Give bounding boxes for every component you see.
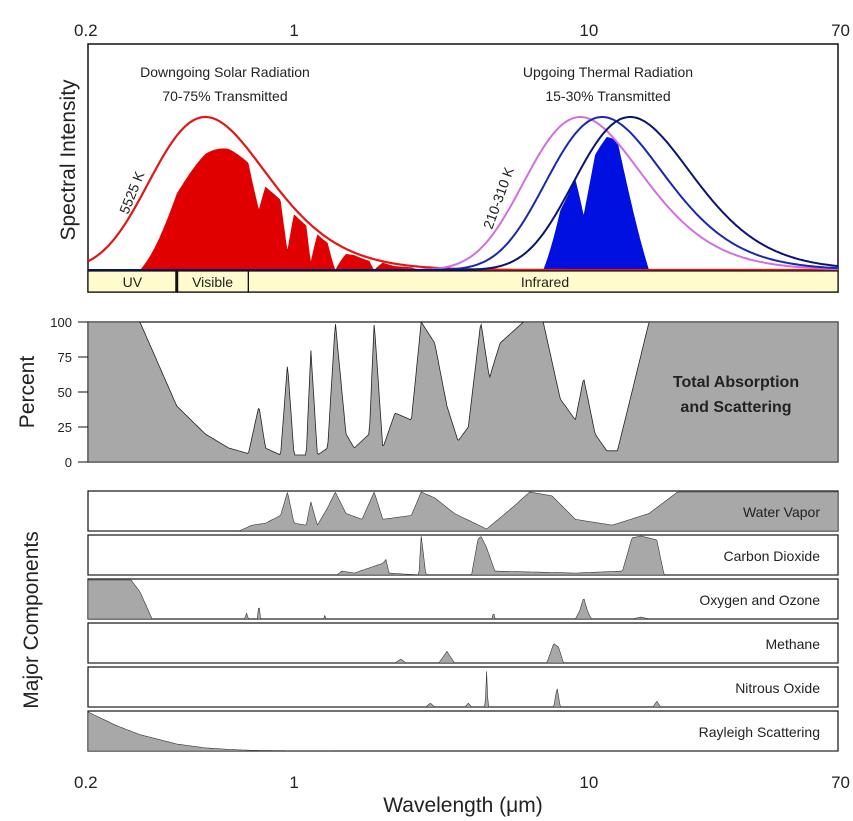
component-methane: Methane — [87, 622, 839, 664]
percent-tick-label: 75 — [58, 350, 72, 365]
solar-annotation-line1: Downgoing Solar Radiation — [140, 64, 310, 80]
bottom-x-axis: 0.2 1 10 70 Wavelength (μm) — [74, 773, 850, 817]
thermal-blackbody-curve — [88, 116, 839, 271]
component-label: Oxygen and Ozone — [699, 592, 820, 608]
component-rayleigh-scattering: Rayleigh Scattering — [87, 710, 839, 752]
component-label: Nitrous Oxide — [735, 680, 820, 696]
thermal-transmitted-area — [533, 137, 707, 270]
component-label: Rayleigh Scattering — [699, 724, 820, 740]
top-x-axis: 0.2 1 10 70 — [74, 21, 850, 40]
thermal-annotation-line2: 15-30% Transmitted — [545, 88, 670, 104]
component-area — [87, 579, 838, 620]
band-label: UV — [123, 274, 143, 290]
component-label: Methane — [766, 636, 821, 652]
bottom-tick-label: 10 — [579, 773, 598, 792]
top-tick-label: 70 — [831, 21, 850, 40]
top-tick-label: 1 — [289, 21, 298, 40]
percent-ylabel: Percent — [16, 356, 39, 429]
thermal-annotation-line1: Upgoing Thermal Radiation — [523, 64, 693, 80]
y-axis-labels: Spectral Intensity Percent Major Compone… — [16, 79, 80, 709]
component-area — [88, 535, 838, 576]
component-area — [88, 671, 838, 708]
percent-tick-label: 100 — [50, 315, 72, 330]
spectral-ylabel: Spectral Intensity — [57, 79, 80, 241]
percent-tick-label: 0 — [65, 455, 72, 470]
top-tick-label: 10 — [579, 21, 598, 40]
components-ylabel: Major Components — [20, 531, 43, 708]
percent-tick-label: 50 — [58, 385, 72, 400]
percent-tick-label: 25 — [58, 420, 72, 435]
top-tick-label: 0.2 — [74, 21, 98, 40]
total-absorption-panel: 100 75 50 25 0 Total Absorption and Scattering — [50, 315, 839, 470]
solar-annotation-line2: 70-75% Transmitted — [162, 88, 287, 104]
bottom-tick-label: 70 — [831, 773, 850, 792]
band-infrared — [247, 270, 839, 293]
total-label-line1: Total Absorption — [673, 374, 799, 391]
component-carbon-dioxide: Carbon Dioxide — [87, 534, 839, 576]
component-nitrous-oxide: Nitrous Oxide — [87, 666, 839, 708]
total-absorption-area — [87, 321, 839, 463]
bottom-tick-label: 0.2 — [74, 773, 98, 792]
solar-transmitted-area — [139, 148, 435, 270]
component-area — [88, 491, 839, 532]
x-axis-label: Wavelength (μm) — [383, 794, 543, 817]
component-frame — [87, 622, 839, 664]
component-label: Carbon Dioxide — [724, 548, 821, 564]
bottom-tick-label: 1 — [289, 773, 298, 792]
band-label: Infrared — [521, 274, 569, 290]
component-area — [87, 711, 838, 752]
major-components-panel: Water Vapor Carbon Dioxide Oxygen and Ozon… — [87, 490, 839, 752]
component-frame — [87, 666, 839, 708]
component-area — [88, 643, 838, 664]
total-label-line2: and Scattering — [680, 399, 791, 416]
spectral-intensity-panel: Downgoing Solar Radiation 70-75% Transmit… — [87, 43, 839, 293]
band-label: Visible — [192, 274, 233, 290]
component-oxygen-and-ozone: Oxygen and Ozone — [87, 578, 839, 620]
component-label: Water Vapor — [743, 504, 820, 520]
component-frame — [87, 578, 839, 620]
component-water-vapor: Water Vapor — [87, 490, 839, 532]
